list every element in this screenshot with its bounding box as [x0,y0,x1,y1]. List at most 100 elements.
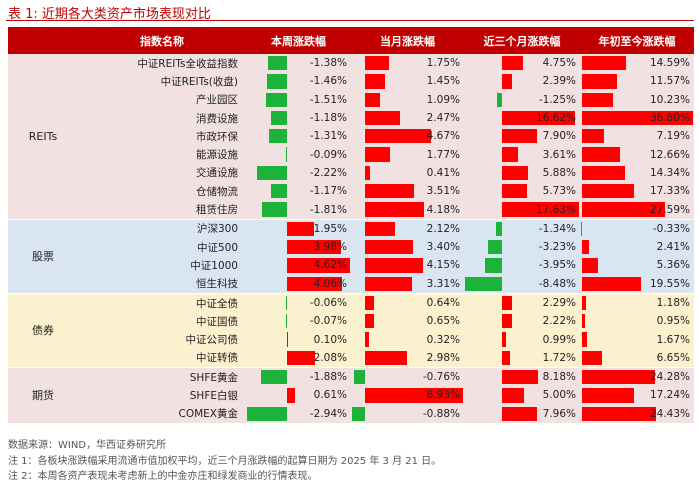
table-row: COMEX黄金 -2.94% -0.88% 7.96% 24.43% [8,404,694,423]
value-label: -1.18% [309,112,347,125]
positive-bar [502,332,507,347]
cell-3month: 4.75% [464,54,580,73]
index-name: 中证公司债 [78,330,246,349]
value-label: 1.77% [426,148,460,161]
positive-bar [287,350,316,366]
value-label: 0.65% [426,315,460,328]
cell-ytd: 27.59% [580,200,694,220]
negative-bar [247,406,288,421]
value-label: 7.90% [542,130,576,143]
positive-bar [287,332,289,347]
table-row: 租赁住房 -1.81% 4.18% 17.63% 27.59% [8,200,694,220]
value-label: 0.95% [656,315,690,328]
positive-bar [581,56,626,71]
cell-ytd: 14.34% [580,163,694,183]
negative-bar [286,314,288,329]
cell-month: -0.76% [351,367,464,387]
negative-bar [581,221,582,236]
value-label: 4.75% [542,57,576,70]
positive-bar [364,56,390,71]
cell-ytd: 10.23% [580,90,694,109]
positive-bar [364,350,407,366]
value-label: 1.67% [656,333,690,346]
table-title: 表 1: 近期各大类资产市场表现对比 [8,7,211,22]
cell-week: 0.10% [246,330,351,349]
negative-bar [256,165,288,181]
group-label: 债券 [8,292,78,368]
positive-bar [364,388,463,403]
negative-bar [285,147,288,162]
cell-month: 0.64% [351,292,464,313]
index-name: 恒生科技 [78,274,246,294]
cell-week: 4.62% [246,256,351,275]
value-label: -0.88% [422,407,460,420]
value-label: 14.34% [649,166,690,179]
value-label: -2.94% [309,407,347,420]
value-label: 5.00% [542,389,576,402]
cell-month: 2.47% [351,108,464,128]
header-row: 指数名称 本周涨跌幅 当月涨跌幅 近三个月涨跌幅 年初至今涨跌幅 [8,27,694,54]
positive-bar [502,147,518,162]
value-label: 24.28% [649,371,690,384]
table-row: 仓储物流 -1.17% 3.51% 5.73% 17.33% [8,182,694,201]
value-label: 6.93% [426,389,460,402]
value-label: -1.38% [309,57,347,70]
negative-bar [268,56,288,71]
value-label: 1.09% [426,93,460,106]
group-label: 期货 [8,367,78,423]
value-label: -8.48% [538,277,576,290]
positive-bar [581,239,590,255]
value-label: 2.29% [542,297,576,309]
value-label: -0.33% [652,222,690,235]
positive-bar [581,165,626,181]
value-label: -1.17% [309,185,347,198]
positive-bar [581,258,599,273]
value-label: 0.64% [426,297,460,309]
positive-bar [581,314,585,329]
positive-bar [287,221,314,236]
value-label: 2.98% [426,351,460,364]
value-label: 2.22% [542,315,576,328]
positive-bar [364,74,386,89]
negative-bar [270,110,288,126]
value-label: 17.24% [649,389,690,402]
cell-3month: 5.88% [464,163,580,183]
value-label: 3.40% [426,241,460,254]
positive-bar [502,370,538,385]
value-label: 3.31% [426,277,460,290]
cell-ytd: 5.36% [580,256,694,275]
value-label: -1.88% [309,371,347,384]
index-name: COMEX黄金 [78,404,246,423]
value-label: -3.95% [538,259,576,272]
cell-week: 4.06% [246,274,351,294]
cell-ytd: 17.33% [580,182,694,201]
cell-3month: 17.63% [464,200,580,220]
index-name: 中证REITs全收益指数 [78,54,246,73]
positive-bar [502,295,512,311]
index-name: 中证REITs(收盘) [78,72,246,91]
index-name: 中证500 [78,237,246,257]
cell-week: -1.17% [246,182,351,201]
value-label: 16.62% [535,112,576,125]
cell-ytd: -0.33% [580,218,694,238]
positive-bar [502,74,513,89]
index-name: 交通设施 [78,163,246,183]
index-name: SHFE白银 [78,386,246,405]
value-label: 2.12% [426,222,460,235]
positive-bar [364,129,431,144]
cell-week: -2.94% [246,404,351,423]
cell-3month: -3.95% [464,256,580,275]
negative-bar [261,370,288,385]
value-label: 5.73% [542,185,576,198]
cell-week: 0.61% [246,386,351,405]
value-label: 2.08% [313,351,347,364]
cell-week: -1.46% [246,72,351,91]
index-name: 产业园区 [78,90,246,109]
value-label: 10.23% [649,93,690,106]
notes: 数据来源：WIND，华西证券研究所 注 1：各板块涨跌幅采用流通市值加权平均，近… [8,438,441,485]
value-label: 2.41% [656,241,690,254]
positive-bar [364,202,424,217]
index-name: 中证转债 [78,348,246,368]
positive-bar [581,202,666,217]
cell-month: -0.88% [351,404,464,423]
